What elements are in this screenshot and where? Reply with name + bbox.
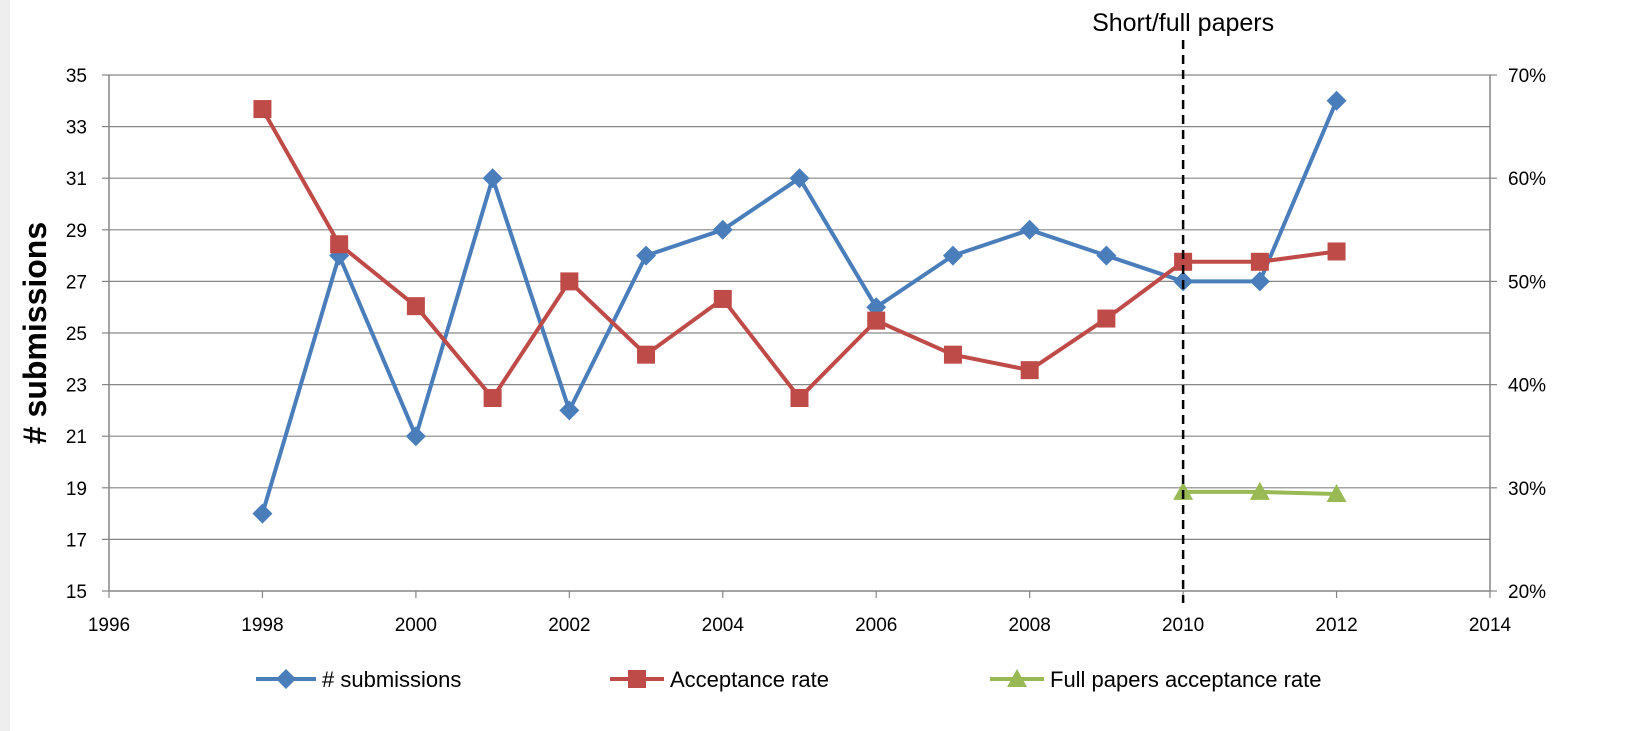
square-marker bbox=[943, 345, 962, 364]
square-marker bbox=[637, 345, 656, 364]
x-tick-label: 2002 bbox=[548, 615, 590, 636]
x-tick-label: 2014 bbox=[1469, 615, 1512, 636]
series-full-papers-acceptance-rate bbox=[1173, 481, 1347, 502]
short-full-papers-annotation: Short/full papers bbox=[1092, 9, 1274, 37]
diamond-marker bbox=[636, 245, 657, 266]
left-tick-label: 29 bbox=[66, 221, 87, 242]
axis-ticks: 15 17 19 21 23 25 27 29 31 33 35 20% 30% 40% 50% 60% 70%… bbox=[66, 66, 1546, 636]
legend-label: # submissions bbox=[322, 667, 461, 692]
right-tick-label: 30% bbox=[1508, 479, 1546, 500]
right-tick-label: 50% bbox=[1508, 272, 1546, 293]
square-marker bbox=[713, 289, 732, 308]
diamond-marker bbox=[559, 400, 580, 421]
right-tick-label: 20% bbox=[1508, 582, 1546, 603]
series-acceptance-rate bbox=[253, 100, 1346, 408]
x-tick-label: 2004 bbox=[702, 615, 745, 636]
square-marker bbox=[1174, 252, 1193, 271]
square-marker bbox=[790, 389, 809, 408]
left-tick-label: 21 bbox=[66, 427, 87, 448]
x-tick-label: 2000 bbox=[395, 615, 437, 636]
left-tick-label: 15 bbox=[66, 582, 87, 603]
square-marker bbox=[253, 100, 272, 119]
triangle-marker bbox=[1007, 669, 1027, 687]
x-tick-label: 1996 bbox=[88, 615, 130, 636]
diamond-marker bbox=[276, 669, 296, 689]
x-tick-label: 2012 bbox=[1315, 615, 1357, 636]
legend-label: Full papers acceptance rate bbox=[1050, 667, 1322, 692]
diamond-marker bbox=[1249, 271, 1270, 292]
diamond-marker bbox=[789, 168, 810, 189]
x-tick-label: 2010 bbox=[1162, 615, 1204, 636]
legend-label: Acceptance rate bbox=[670, 667, 829, 692]
diamond-marker bbox=[1096, 245, 1117, 266]
legend-entry: Full papers acceptance rate bbox=[990, 667, 1322, 692]
left-tick-label: 19 bbox=[66, 479, 87, 500]
left-tick-label: 17 bbox=[66, 530, 87, 551]
diamond-marker bbox=[1326, 90, 1347, 111]
right-tick-label: 60% bbox=[1508, 169, 1546, 190]
legend-entry: # submissions bbox=[256, 667, 461, 692]
left-tick-label: 35 bbox=[66, 66, 87, 87]
series-submissions bbox=[252, 90, 1347, 524]
diamond-marker bbox=[712, 219, 733, 240]
diamond-marker bbox=[252, 503, 273, 524]
legend: # submissions Acceptance rate Full papers … bbox=[256, 667, 1322, 692]
square-marker bbox=[406, 297, 425, 316]
square-marker bbox=[1020, 361, 1039, 380]
triangle-marker bbox=[1249, 481, 1270, 500]
diamond-marker bbox=[482, 168, 503, 189]
square-marker bbox=[1250, 252, 1269, 271]
x-tick-label: 2006 bbox=[855, 615, 897, 636]
square-marker bbox=[867, 311, 886, 330]
square-marker bbox=[483, 389, 502, 408]
left-tick-label: 27 bbox=[66, 272, 87, 293]
right-tick-label: 70% bbox=[1508, 66, 1546, 87]
right-tick-label: 40% bbox=[1508, 376, 1546, 397]
x-tick-label: 1998 bbox=[241, 615, 283, 636]
y-axis-label: # submissions bbox=[17, 222, 53, 444]
left-tick-label: 23 bbox=[66, 376, 87, 397]
left-tick-label: 33 bbox=[66, 118, 87, 139]
square-marker bbox=[560, 272, 579, 291]
triangle-marker bbox=[1326, 483, 1347, 502]
legend-entry: Acceptance rate bbox=[610, 667, 829, 692]
grid-lines bbox=[109, 74, 1490, 541]
left-tick-label: 31 bbox=[66, 169, 87, 190]
left-tick-label: 25 bbox=[66, 324, 87, 345]
left-edge-strip bbox=[0, 0, 10, 731]
square-marker bbox=[1327, 242, 1346, 261]
square-marker bbox=[628, 670, 646, 688]
diamond-marker bbox=[405, 426, 426, 447]
square-marker bbox=[1097, 309, 1116, 328]
square-marker bbox=[330, 235, 349, 254]
x-tick-label: 2008 bbox=[1009, 615, 1051, 636]
diamond-marker bbox=[942, 245, 963, 266]
series-layer bbox=[252, 90, 1347, 524]
diamond-marker bbox=[1019, 219, 1040, 240]
